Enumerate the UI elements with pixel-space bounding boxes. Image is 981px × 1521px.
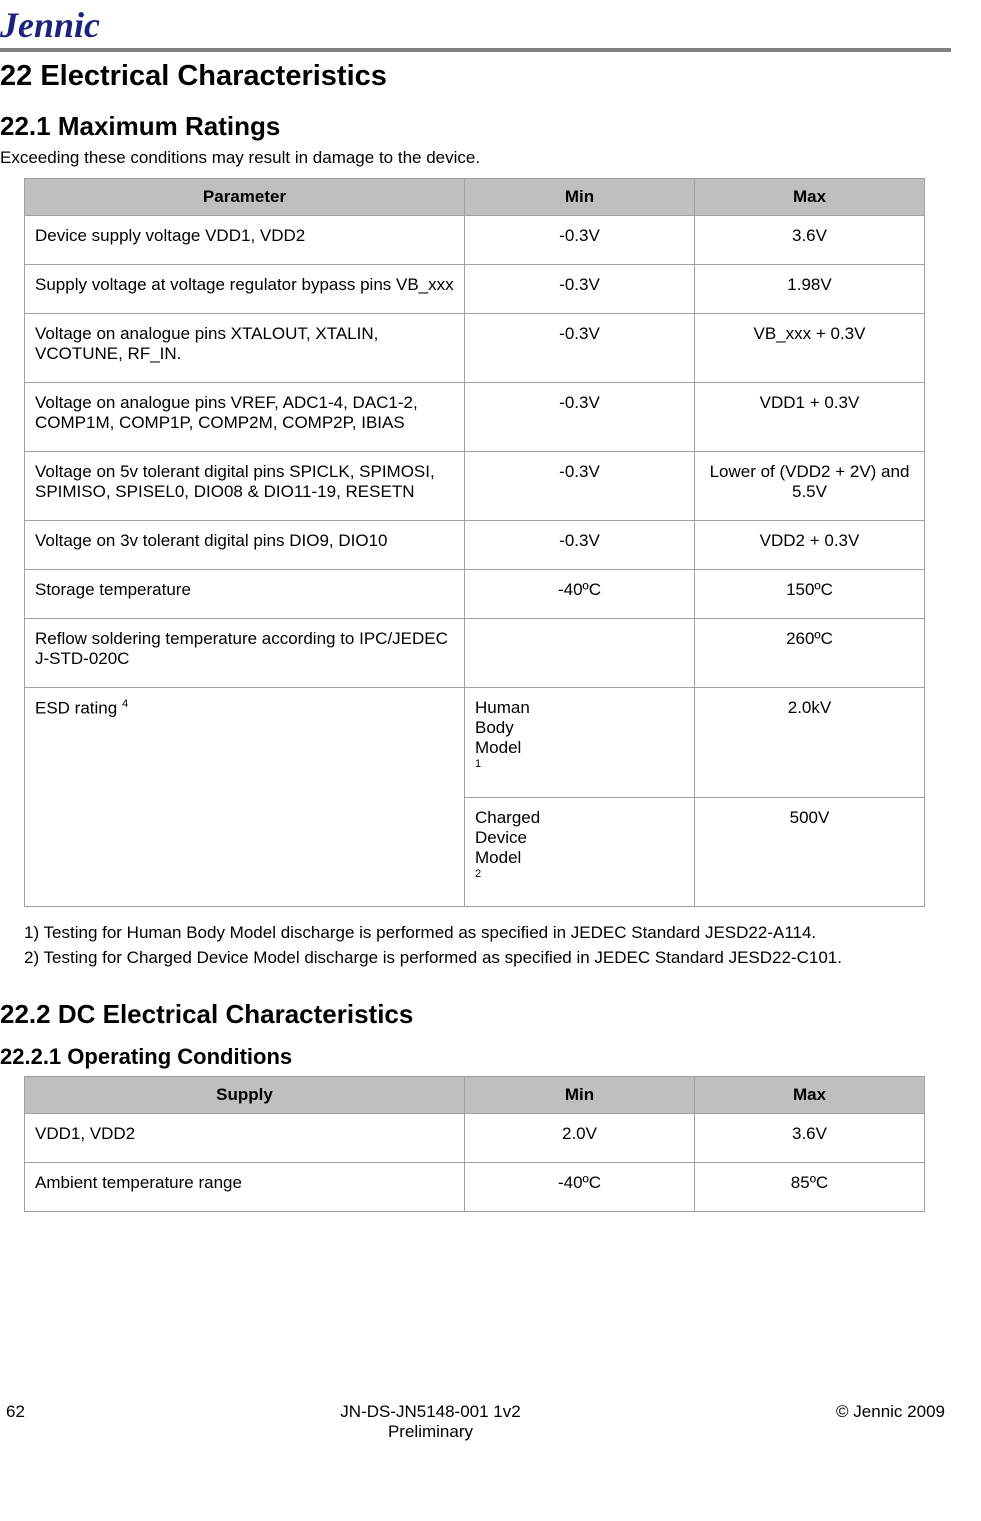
footnotes: 1) Testing for Human Body Model discharg…: [24, 921, 951, 970]
cell-param: Reflow soldering temperature according t…: [25, 619, 465, 688]
th-min: Min: [465, 179, 695, 216]
th-parameter: Parameter: [25, 179, 465, 216]
cell-min: [465, 619, 695, 688]
footer-page-number: 62: [6, 1402, 25, 1442]
footer-doc-id: JN-DS-JN5148-001 1v2 Preliminary: [340, 1402, 520, 1442]
section-heading: 22 Electrical Characteristics: [0, 60, 951, 93]
operating-conditions-table: Supply Min Max VDD1, VDD2 2.0V 3.6V Ambi…: [24, 1076, 925, 1212]
table-row: Ambient temperature range -40ºC 85ºC: [25, 1162, 925, 1211]
subsection-operating-conditions: 22.2.1 Operating Conditions: [0, 1044, 951, 1070]
table-row: Voltage on 5v tolerant digital pins SPIC…: [25, 452, 925, 521]
header-rule: [0, 48, 951, 52]
cell-param: Voltage on 5v tolerant digital pins SPIC…: [25, 452, 465, 521]
cell-min: -40ºC: [465, 570, 695, 619]
th-max: Max: [695, 1076, 925, 1113]
cell-min: 2.0V: [465, 1113, 695, 1162]
table-row: ESD rating 4 Human Body Model 1 2.0kV: [25, 688, 925, 798]
cell-esd-label: ESD rating 4: [25, 688, 465, 907]
cell-param: Voltage on 3v tolerant digital pins DIO9…: [25, 521, 465, 570]
cell-min: -40ºC: [465, 1162, 695, 1211]
table-row: Device supply voltage VDD1, VDD2 -0.3V 3…: [25, 216, 925, 265]
footer-doc-line2: Preliminary: [388, 1422, 473, 1441]
cell-max: 1.98V: [695, 265, 925, 314]
cell-min: -0.3V: [465, 383, 695, 452]
table-row: Voltage on 3v tolerant digital pins DIO9…: [25, 521, 925, 570]
table-row: Storage temperature -40ºC 150ºC: [25, 570, 925, 619]
cell-param: Device supply voltage VDD1, VDD2: [25, 216, 465, 265]
cell-param: Supply voltage at voltage regulator bypa…: [25, 265, 465, 314]
esd-model-sup: 1: [475, 758, 481, 770]
esd-label-text: ESD rating: [35, 699, 117, 718]
table-header-row: Supply Min Max: [25, 1076, 925, 1113]
subsection-dc-characteristics: 22.2 DC Electrical Characteristics: [0, 999, 951, 1030]
esd-model-sup: 2: [475, 868, 481, 880]
cell-param: Voltage on analogue pins VREF, ADC1-4, D…: [25, 383, 465, 452]
intro-text: Exceeding these conditions may result in…: [0, 148, 951, 168]
cell-min: -0.3V: [465, 521, 695, 570]
cell-param: Storage temperature: [25, 570, 465, 619]
cell-max: 260ºC: [695, 619, 925, 688]
cell-min: -0.3V: [465, 265, 695, 314]
table-row: Voltage on analogue pins XTALOUT, XTALIN…: [25, 314, 925, 383]
table-header-row: Parameter Min Max: [25, 179, 925, 216]
cell-max: 150ºC: [695, 570, 925, 619]
th-max: Max: [695, 179, 925, 216]
cell-param: Voltage on analogue pins XTALOUT, XTALIN…: [25, 314, 465, 383]
cell-max: 3.6V: [695, 216, 925, 265]
th-min: Min: [465, 1076, 695, 1113]
th-supply: Supply: [25, 1076, 465, 1113]
cell-param: Ambient temperature range: [25, 1162, 465, 1211]
cell-min: -0.3V: [465, 216, 695, 265]
footer-doc-line1: JN-DS-JN5148-001 1v2: [340, 1402, 520, 1421]
cell-max: 2.0kV: [695, 688, 925, 798]
cell-max: 85ºC: [695, 1162, 925, 1211]
cell-max: VDD1 + 0.3V: [695, 383, 925, 452]
table1-body: Device supply voltage VDD1, VDD2 -0.3V 3…: [25, 216, 925, 907]
subsection-maximum-ratings: 22.1 Maximum Ratings: [0, 111, 951, 142]
brand-logo: Jennic: [0, 4, 951, 48]
footnote-2: 2) Testing for Charged Device Model disc…: [24, 946, 951, 971]
cell-max: 3.6V: [695, 1113, 925, 1162]
cell-min: -0.3V: [465, 452, 695, 521]
cell-max: VDD2 + 0.3V: [695, 521, 925, 570]
maximum-ratings-table: Parameter Min Max Device supply voltage …: [24, 178, 925, 907]
cell-param: VDD1, VDD2: [25, 1113, 465, 1162]
table-row: Supply voltage at voltage regulator bypa…: [25, 265, 925, 314]
footnote-1: 1) Testing for Human Body Model discharg…: [24, 921, 951, 946]
table-row: Reflow soldering temperature according t…: [25, 619, 925, 688]
cell-max: 500V: [695, 797, 925, 907]
table-row: Voltage on analogue pins VREF, ADC1-4, D…: [25, 383, 925, 452]
page-footer: 62 JN-DS-JN5148-001 1v2 Preliminary © Je…: [0, 1402, 951, 1442]
cell-min: -0.3V: [465, 314, 695, 383]
cell-max: VB_xxx + 0.3V: [695, 314, 925, 383]
cell-max: Lower of (VDD2 + 2V) and 5.5V: [695, 452, 925, 521]
table-row: VDD1, VDD2 2.0V 3.6V: [25, 1113, 925, 1162]
table2-body: VDD1, VDD2 2.0V 3.6V Ambient temperature…: [25, 1113, 925, 1211]
esd-sup: 4: [122, 698, 128, 710]
footer-copyright: © Jennic 2009: [836, 1402, 945, 1442]
